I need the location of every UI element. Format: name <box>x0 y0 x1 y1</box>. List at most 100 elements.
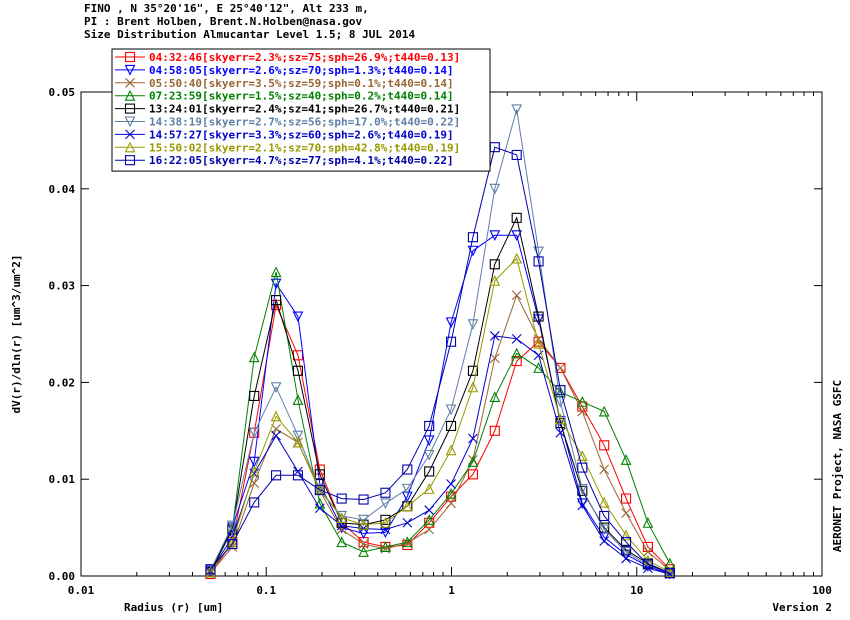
y-axis-label: dV(r)/dln(r) [um^3/um^2] <box>10 255 23 414</box>
data-point <box>401 536 413 548</box>
legend-entry: 15:50:02[skyerr=2.1%;sz=70;sph=42.8%;t44… <box>115 141 460 154</box>
data-point <box>124 103 136 114</box>
data-point <box>621 537 632 548</box>
data-point <box>511 230 523 241</box>
data-point <box>642 554 654 566</box>
data-point <box>533 256 544 267</box>
legend-label: 04:32:46[skyerr=2.3%;sz=75;sph=26.9%;t44… <box>149 51 460 64</box>
data-point <box>226 520 238 532</box>
data-point <box>270 266 282 278</box>
data-point <box>599 440 610 451</box>
legend-entry: 13:24:01[skyerr=2.4%;sz=41;sph=26.7%;t44… <box>115 103 460 116</box>
data-point <box>401 483 413 495</box>
data-point <box>205 566 216 578</box>
data-point <box>577 462 588 473</box>
header-product: Size Distribution Almucantar Level 1.5; … <box>84 28 416 41</box>
data-point <box>271 470 282 481</box>
data-point <box>576 450 588 462</box>
data-point <box>248 465 260 477</box>
data-point <box>292 394 304 405</box>
series-line <box>210 294 671 574</box>
data-point <box>125 129 135 140</box>
data-point <box>270 382 282 393</box>
legend-label: 05:50:40[skyerr=3.5%;sz=59;sph=0.1%;t440… <box>149 77 454 90</box>
data-point <box>423 435 435 447</box>
data-point <box>205 564 216 575</box>
data-point <box>226 522 238 534</box>
legend-label: 13:24:01[skyerr=2.4%;sz=41;sph=26.7%;t44… <box>149 103 460 116</box>
data-point <box>401 491 413 503</box>
series-line <box>210 146 670 574</box>
series-line <box>210 257 671 573</box>
legend-entry: 07:23:59[skyerr=1.5%;sz=40;sph=0.2%;t440… <box>115 90 454 103</box>
data-point <box>271 430 281 441</box>
data-point <box>249 497 260 508</box>
x-tick-label: 1 <box>448 584 455 597</box>
data-point <box>380 517 391 528</box>
x-tick-label: 10 <box>630 584 643 597</box>
legend-label: 16:22:05[skyerr=4.7%;sz=77;sph=4.1%;t440… <box>149 154 454 167</box>
data-point <box>380 541 391 553</box>
data-point <box>511 252 523 264</box>
data-point <box>292 311 304 323</box>
data-point <box>271 295 282 306</box>
data-point <box>314 469 325 480</box>
series-layer <box>205 104 676 580</box>
data-point <box>270 410 282 422</box>
data-point <box>423 514 435 525</box>
data-point <box>424 517 435 528</box>
aeronet-credit: AERONET Project, NASA GSFC <box>831 380 844 552</box>
x-tick-label: 0.01 <box>68 584 95 597</box>
data-point <box>424 466 435 477</box>
series-line <box>210 335 670 575</box>
data-point <box>445 444 457 456</box>
data-point <box>402 539 413 551</box>
header-location: FINO , N 35°20'16", E 25°40'12", Alt 233… <box>84 2 369 15</box>
data-point <box>555 386 566 398</box>
data-point <box>642 559 653 570</box>
data-point <box>446 336 457 347</box>
data-point <box>226 536 238 548</box>
data-point <box>401 500 413 512</box>
data-point <box>205 565 216 576</box>
data-point <box>423 483 435 494</box>
data-point <box>621 508 631 518</box>
data-point <box>511 347 523 359</box>
data-point <box>620 546 632 558</box>
data-point <box>124 64 136 76</box>
data-point <box>467 232 478 243</box>
data-point <box>555 427 566 438</box>
legend-entry: 04:32:46[skyerr=2.3%;sz=75;sph=26.9%;t44… <box>115 51 460 64</box>
legend-label: 15:50:02[skyerr=2.1%;sz=70;sph=42.8%;t44… <box>149 141 460 154</box>
legend-label: 14:38:19[skyerr=2.7%;sz=56;sph=17.0%;t44… <box>149 116 460 129</box>
data-point <box>555 413 566 425</box>
data-point <box>467 381 479 393</box>
legend-entry: 14:38:19[skyerr=2.7%;sz=56;sph=17.0%;t44… <box>115 116 460 129</box>
data-point <box>643 546 653 557</box>
data-point <box>511 333 522 344</box>
data-point <box>336 512 348 523</box>
data-point <box>336 493 347 504</box>
data-point <box>292 470 304 481</box>
legend-label: 14:57:27[skyerr=3.3%;sz=60;sph=2.6%;t440… <box>149 128 454 141</box>
data-point <box>314 503 325 514</box>
legend-entry: 14:57:27[skyerr=3.3%;sz=60;sph=2.6%;t440… <box>115 128 454 141</box>
data-point <box>598 496 610 508</box>
data-point <box>424 505 435 516</box>
data-point <box>511 149 522 160</box>
data-point <box>576 396 588 407</box>
legend-entry: 04:58:05[skyerr=2.6%;sz=70;sph=1.3%;t440… <box>115 64 454 77</box>
data-point <box>576 483 588 495</box>
data-point <box>380 524 391 535</box>
data-point <box>358 494 369 505</box>
legend-entry: 16:22:05[skyerr=4.7%;sz=77;sph=4.1%;t440… <box>115 154 454 167</box>
data-point <box>511 356 522 367</box>
data-point <box>489 331 500 341</box>
header-pi: PI : Brent Holben, Brent.N.Holben@nasa.g… <box>84 15 363 28</box>
data-point <box>511 290 522 301</box>
legend-label: 04:58:05[skyerr=2.6%;sz=70;sph=1.3%;t440… <box>149 64 454 77</box>
series-9 <box>205 142 675 579</box>
data-point <box>249 390 260 402</box>
data-point <box>424 524 435 535</box>
